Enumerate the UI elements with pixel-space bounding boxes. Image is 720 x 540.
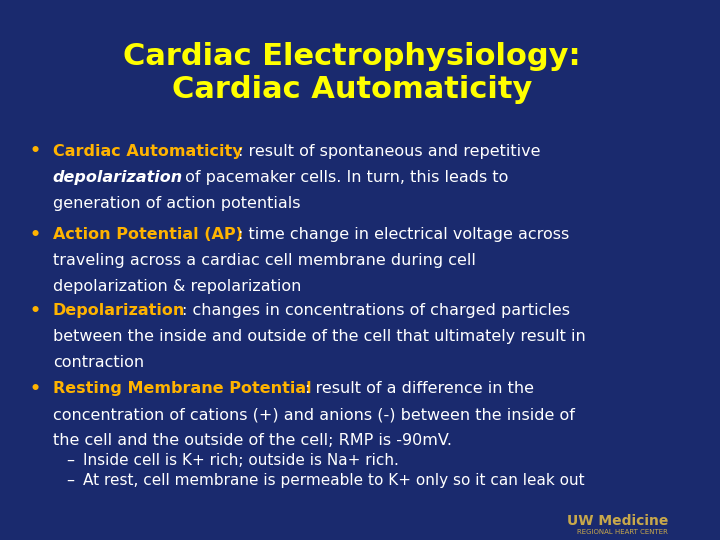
Text: depolarization: depolarization bbox=[53, 170, 183, 185]
Text: At rest, cell membrane is permeable to K+ only so it can leak out: At rest, cell membrane is permeable to K… bbox=[83, 473, 585, 488]
Text: : result of a difference in the: : result of a difference in the bbox=[305, 381, 534, 396]
Text: Cardiac Automaticity: Cardiac Automaticity bbox=[171, 75, 532, 104]
Text: Depolarization: Depolarization bbox=[53, 303, 185, 318]
Text: between the inside and outside of the cell that ultimately result in: between the inside and outside of the ce… bbox=[53, 329, 585, 344]
Text: –: – bbox=[66, 453, 74, 468]
Text: Resting Membrane Potential: Resting Membrane Potential bbox=[53, 381, 311, 396]
Text: Action Potential (AP): Action Potential (AP) bbox=[53, 227, 243, 242]
Text: : result of spontaneous and repetitive: : result of spontaneous and repetitive bbox=[238, 144, 541, 159]
Text: Inside cell is K+ rich; outside is Na+ rich.: Inside cell is K+ rich; outside is Na+ r… bbox=[83, 453, 399, 468]
Text: •: • bbox=[30, 380, 41, 398]
Text: UW Medicine: UW Medicine bbox=[567, 514, 668, 528]
Text: : time change in electrical voltage across: : time change in electrical voltage acro… bbox=[238, 227, 570, 242]
Text: the cell and the outside of the cell; RMP is -90mV.: the cell and the outside of the cell; RM… bbox=[53, 433, 451, 448]
Text: Cardiac Automaticity: Cardiac Automaticity bbox=[53, 144, 243, 159]
Text: –: – bbox=[66, 473, 74, 488]
Text: Cardiac Electrophysiology:: Cardiac Electrophysiology: bbox=[123, 42, 580, 71]
Text: contraction: contraction bbox=[53, 355, 144, 370]
Text: •: • bbox=[30, 226, 41, 244]
Text: generation of action potentials: generation of action potentials bbox=[53, 195, 300, 211]
Text: REGIONAL HEART CENTER: REGIONAL HEART CENTER bbox=[577, 529, 668, 535]
Text: of pacemaker cells. In turn, this leads to: of pacemaker cells. In turn, this leads … bbox=[180, 170, 508, 185]
Text: •: • bbox=[30, 301, 41, 320]
Text: depolarization & repolarization: depolarization & repolarization bbox=[53, 279, 301, 294]
Text: : changes in concentrations of charged particles: : changes in concentrations of charged p… bbox=[182, 303, 570, 318]
Text: traveling across a cardiac cell membrane during cell: traveling across a cardiac cell membrane… bbox=[53, 253, 476, 268]
Text: concentration of cations (+) and anions (-) between the inside of: concentration of cations (+) and anions … bbox=[53, 407, 575, 422]
Text: •: • bbox=[30, 142, 41, 160]
